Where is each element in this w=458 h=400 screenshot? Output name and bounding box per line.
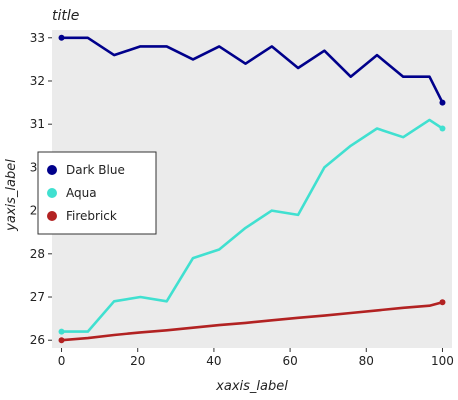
series-point-aqua <box>58 328 65 335</box>
series-point-firebrick <box>58 337 65 344</box>
series-point-firebrick <box>439 299 446 306</box>
legend: Dark Blue Aqua Firebrick <box>37 151 157 235</box>
y-tick-label: 31 <box>30 117 45 131</box>
series-line-dark-blue <box>60 36 444 104</box>
y-tick-label: 32 <box>30 74 45 88</box>
x-tick-label: 20 <box>130 354 145 368</box>
legend-label-dark-blue: Dark Blue <box>66 163 125 177</box>
series-line-firebrick <box>60 300 444 342</box>
chart-title: title <box>52 8 79 24</box>
series-point-aqua <box>439 125 446 132</box>
y-tick-label: 33 <box>30 31 45 45</box>
series-point-dark-blue <box>439 99 446 106</box>
x-tick-label: 0 <box>58 354 66 368</box>
legend-swatch-aqua <box>47 188 57 198</box>
x-axis-label: xaxis_label <box>215 379 288 394</box>
y-tick-label: 27 <box>30 290 45 304</box>
legend-label-aqua: Aqua <box>66 186 97 200</box>
x-axis-ticks: 0 20 40 60 80 100 <box>58 348 454 368</box>
legend-box <box>37 151 157 235</box>
y-axis-label: yaxis_label <box>4 159 19 232</box>
series-line-aqua <box>60 118 444 333</box>
x-tick-label: 100 <box>431 354 454 368</box>
x-tick-label: 60 <box>282 354 297 368</box>
legend-swatch-firebrick <box>47 211 57 221</box>
y-tick-label: 26 <box>30 333 45 347</box>
x-tick-label: 40 <box>206 354 221 368</box>
x-tick-label: 80 <box>359 354 374 368</box>
legend-label-firebrick: Firebrick <box>66 209 117 223</box>
y-tick-label: 28 <box>30 247 45 261</box>
series-point-dark-blue <box>58 34 65 41</box>
legend-swatch-dark-blue <box>47 165 57 175</box>
